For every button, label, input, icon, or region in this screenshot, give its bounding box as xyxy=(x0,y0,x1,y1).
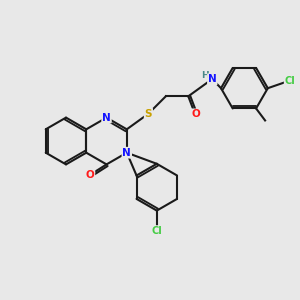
Text: Cl: Cl xyxy=(152,226,162,236)
Text: N: N xyxy=(208,74,217,84)
Text: N: N xyxy=(122,148,131,158)
Text: N: N xyxy=(102,112,111,123)
Text: O: O xyxy=(86,170,94,180)
Text: Cl: Cl xyxy=(285,76,296,86)
Text: H: H xyxy=(201,71,208,80)
Text: S: S xyxy=(145,109,152,119)
Text: O: O xyxy=(191,109,200,119)
